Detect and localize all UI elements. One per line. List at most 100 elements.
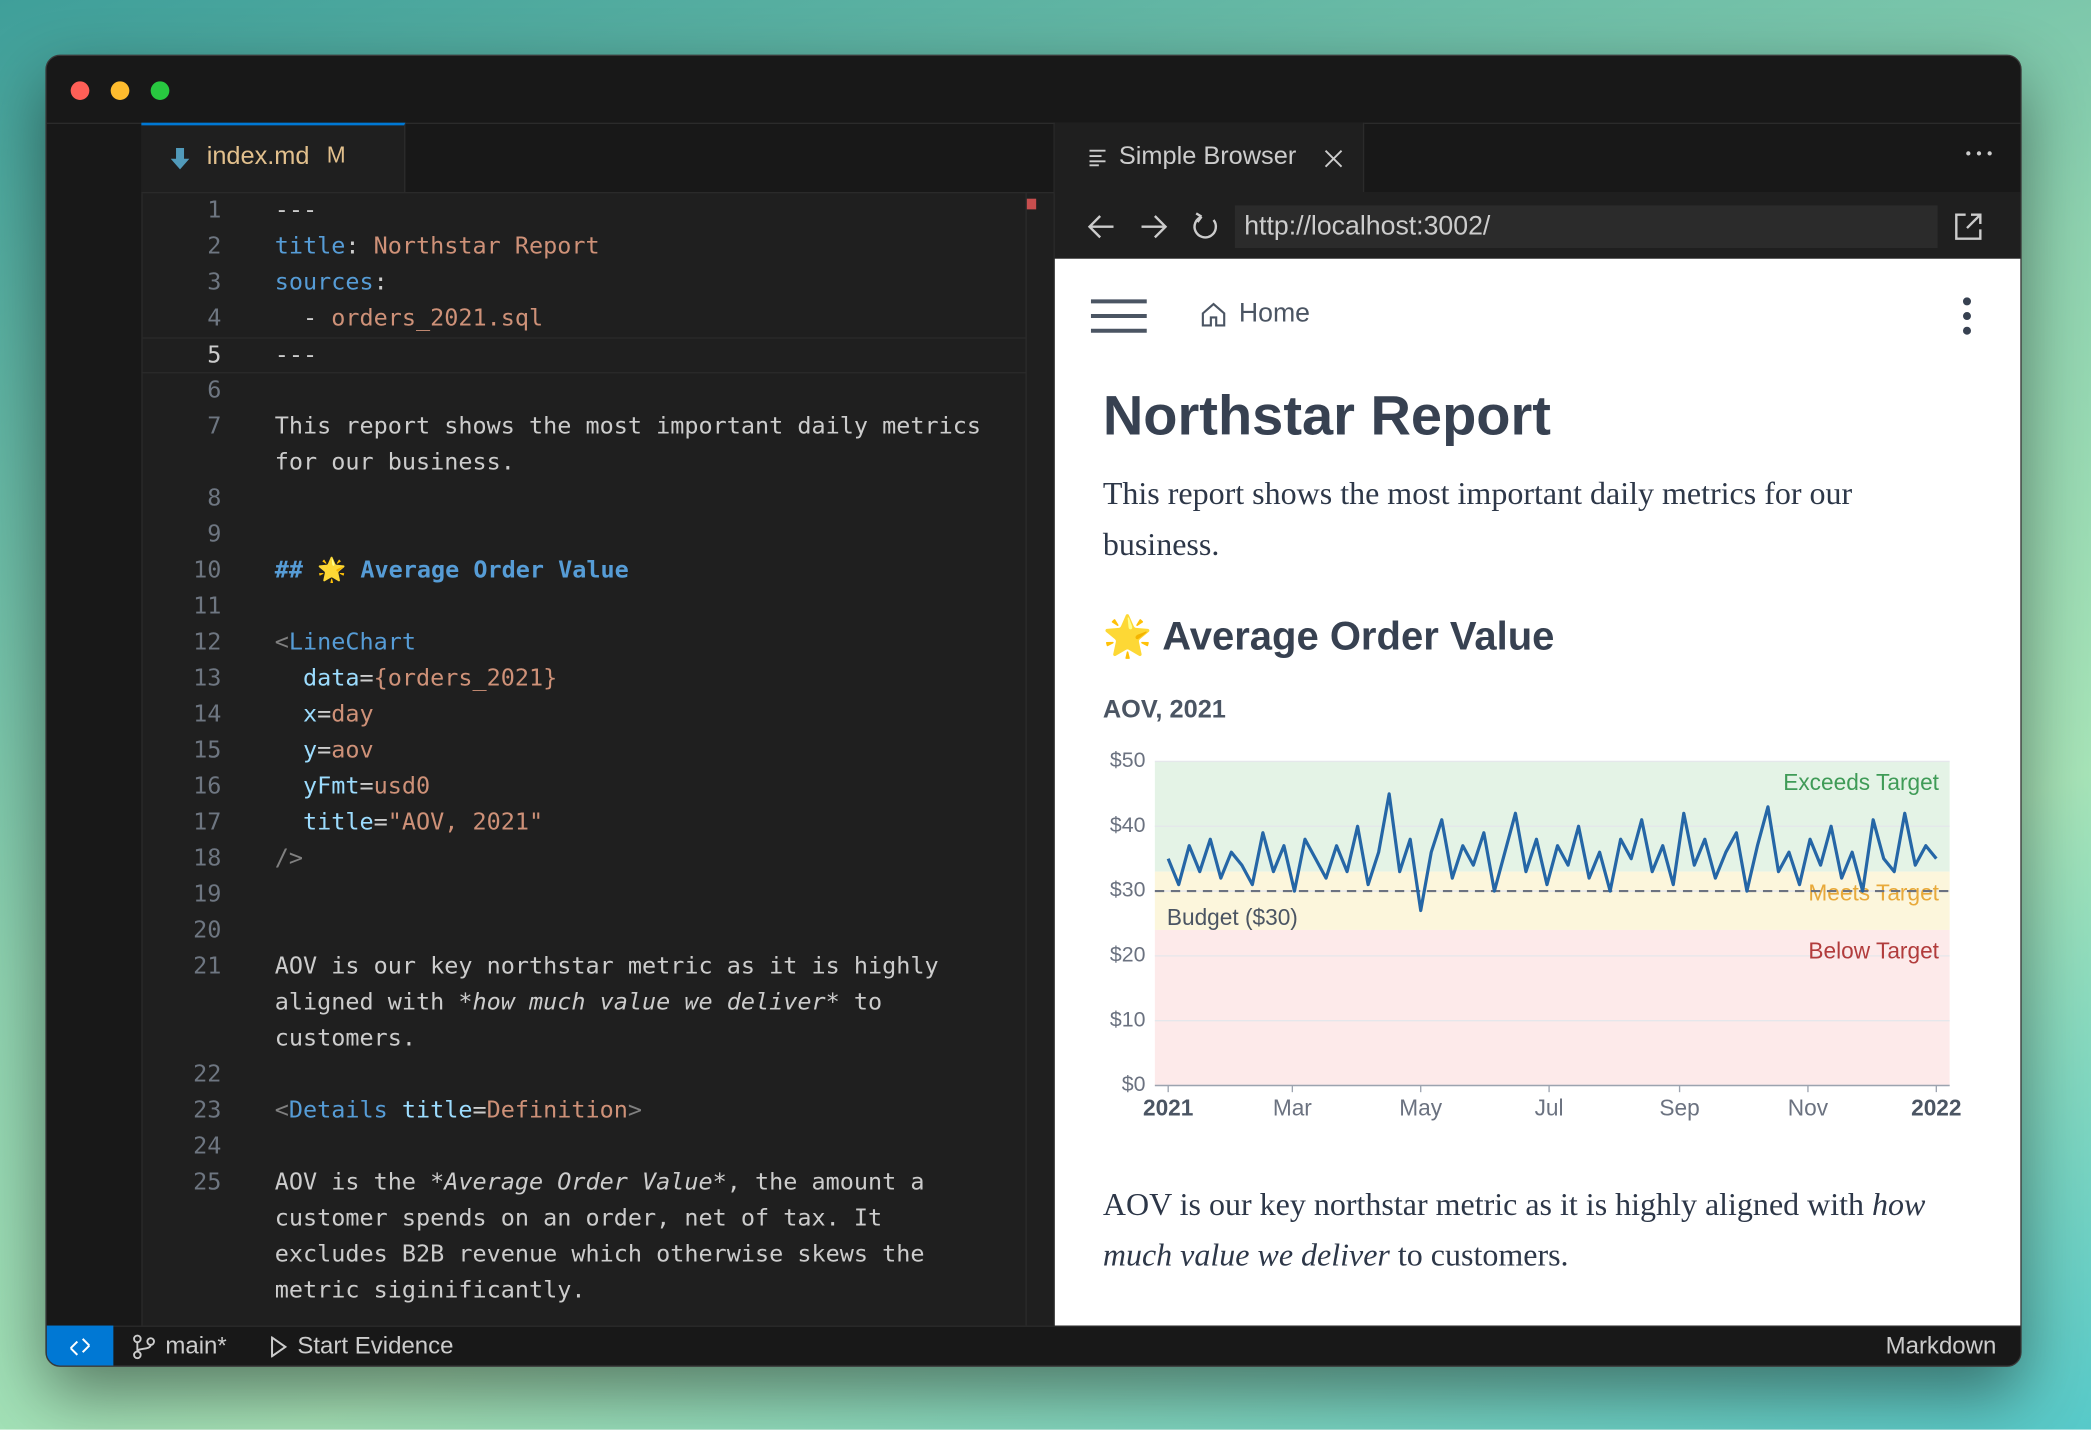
code-token: Details [288, 1097, 388, 1125]
chart-title: AOV, 2021 [1102, 696, 1226, 725]
code-token: LineChart [288, 629, 416, 657]
code-token: AOV is the [274, 1169, 431, 1197]
run-task[interactable]: Start Evidence [297, 1332, 454, 1359]
markdown-icon [170, 148, 190, 170]
code-token: = [373, 809, 388, 837]
line-number: 20 [193, 917, 222, 945]
band-label: Below Target [1808, 938, 1939, 964]
zoom-button[interactable] [150, 81, 170, 101]
code-token: = [317, 737, 332, 765]
code-token: - [274, 305, 332, 333]
code-token: orders_2021.sql [331, 305, 544, 333]
code-token: {orders_2021} [373, 665, 558, 693]
code-row: 4 - orders_2021.sql [47, 301, 1026, 337]
code-line: x=day [275, 697, 374, 733]
line-number: 9 [207, 521, 222, 549]
url-text: http://localhost:3002/ [1244, 212, 1491, 242]
code-row: 6 [47, 373, 1026, 409]
page-menu[interactable] [1962, 296, 1973, 336]
y-tick-label: $30 [1110, 878, 1146, 902]
line-number: 24 [193, 1133, 222, 1161]
code-area: 1 --- 2 title: Northstar Report 3 sources: 4 -… [47, 193, 1026, 1325]
browser-tab[interactable]: Simple Browser [1054, 122, 1365, 193]
open-external[interactable] [1952, 211, 1984, 243]
language-mode[interactable]: Markdown [1885, 1332, 1997, 1359]
line-number: 2 [207, 233, 222, 261]
line-number: 16 [193, 773, 222, 801]
close-button[interactable] [70, 81, 90, 101]
browser-tab-title: Simple Browser [1118, 142, 1297, 171]
branch-name[interactable]: main* [165, 1332, 227, 1359]
editor-tab[interactable]: index.md M [141, 122, 406, 193]
code-line: <Details title=Definition> [275, 1094, 642, 1130]
minimize-button[interactable] [110, 81, 130, 101]
forward-button[interactable] [1139, 213, 1168, 240]
menu-button[interactable] [1090, 299, 1147, 334]
code-line: customers. [275, 1021, 416, 1057]
code-token: < [274, 629, 289, 657]
line-number: 21 [193, 953, 222, 981]
code-line: <LineChart [275, 625, 416, 661]
section-heading: 🌟 Average Order Value [1102, 614, 1555, 659]
back-button[interactable] [1087, 213, 1116, 240]
code-row: 11 [47, 589, 1026, 625]
chart: $0 $10 $20 $30 $40 $50 Exceeds Target Meets Tar… [1110, 748, 1962, 1120]
code-token: data [274, 665, 360, 693]
y-tick-label: $20 [1110, 943, 1146, 967]
code-row: 17 title="AOV, 2021" [47, 805, 1026, 841]
url-bar[interactable]: http://localhost:3002/ [1234, 205, 1938, 249]
code-line: yFmt=usd0 [275, 769, 430, 805]
code-row: 24 [47, 1130, 1026, 1166]
preview-page: Home $0 $10 $20 $30 $40 $50 Exceeds Target Meet… [1054, 258, 2021, 1326]
code-token: metric siginificantly. [274, 1277, 586, 1305]
code-row: 2 title: Northstar Report [47, 229, 1026, 265]
code-row: 8 [47, 481, 1026, 517]
line-number: 12 [193, 629, 222, 657]
code-row: 19 [47, 877, 1026, 913]
remote-icon [69, 1338, 91, 1356]
code-line: AOV is our key northstar metric as it is… [275, 949, 939, 985]
code-line: excludes B2B revenue which otherwise ske… [275, 1238, 925, 1274]
tab-filename: index.md [206, 142, 310, 171]
tab-close[interactable] [1324, 149, 1343, 168]
code-line: metric siginificantly. [275, 1274, 586, 1310]
line-number: 22 [193, 1061, 222, 1089]
outro-text: AOV is our key northstar metric as it is… [1102, 1188, 1873, 1223]
code-line: title="AOV, 2021" [275, 805, 543, 841]
code-line: AOV is the *Average Order Value*, the am… [275, 1166, 925, 1202]
reload-button[interactable] [1191, 212, 1220, 241]
line-number: 7 [207, 413, 222, 441]
home-link[interactable]: Home [1238, 298, 1311, 329]
band-label: Meets Target [1808, 879, 1939, 905]
line-number: 5 [207, 342, 222, 370]
y-tick-label: $0 [1122, 1072, 1146, 1096]
code-token: excludes B2B revenue which otherwise ske… [274, 1241, 925, 1269]
title-bar [46, 56, 2021, 125]
code-token: aov [331, 737, 374, 765]
code-line: customer spends on an order, net of tax.… [275, 1202, 882, 1238]
line-number: 19 [193, 881, 222, 909]
x-tick-label: 2021 [1143, 1094, 1193, 1120]
branch-icon [133, 1334, 155, 1360]
code-token: customer spends on an order, net of tax.… [274, 1205, 883, 1233]
scrollbar-border [1025, 192, 1027, 1326]
code-token: This report shows the most important dai… [274, 413, 981, 441]
more-actions[interactable] [1964, 149, 1993, 157]
code-token: = [359, 665, 374, 693]
code-row: 5 --- [141, 337, 1026, 374]
x-tick-label: May [1399, 1094, 1442, 1120]
code-row: for our business. [47, 445, 1026, 481]
line-number: 18 [193, 845, 222, 873]
reference-label: Budget ($30) [1167, 904, 1298, 930]
remote-button[interactable] [46, 1325, 114, 1366]
line-number: 6 [207, 377, 222, 405]
y-tick-label: $40 [1110, 813, 1146, 837]
code-token: /> [274, 845, 303, 873]
code-token: yFmt [274, 773, 360, 801]
code-line: - orders_2021.sql [275, 301, 543, 337]
x-tick-label: Nov [1788, 1094, 1829, 1120]
data-line [1166, 792, 1938, 913]
code-row: 16 yFmt=usd0 [47, 769, 1026, 805]
